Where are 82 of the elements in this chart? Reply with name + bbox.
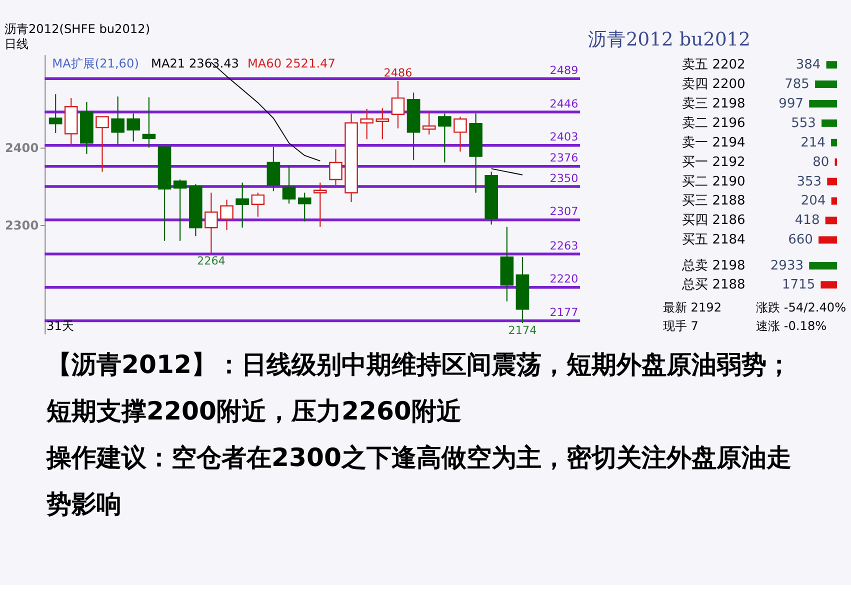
data-label: 80 — [812, 154, 830, 170]
candlestick — [96, 116, 109, 172]
candlestick — [142, 96, 156, 148]
candlestick — [422, 110, 436, 136]
candlestick — [438, 113, 452, 164]
candlestick — [391, 80, 405, 129]
ref-line-label: 2220 — [550, 272, 578, 286]
bar — [831, 197, 838, 205]
y-tick-label: 2400 — [4, 140, 39, 155]
candlestick — [376, 108, 390, 140]
ref-line-label: 2263 — [550, 239, 578, 252]
y-tick-label: 买一 2192 — [682, 154, 746, 170]
ref-line-label: 2350 — [550, 172, 578, 185]
y-tick-label: 买四 2186 — [682, 213, 746, 228]
candlestick — [329, 148, 342, 186]
bar — [809, 100, 838, 108]
ref-line-label: 2307 — [550, 205, 578, 218]
annotation: MA扩展(21,60) — [52, 56, 139, 71]
annotation: 31天 — [46, 319, 74, 334]
data-label: 553 — [791, 116, 816, 131]
data-label: 214 — [800, 135, 826, 150]
candlestick — [48, 94, 62, 134]
y-tick-label: 卖三 2198 — [682, 96, 746, 112]
candlestick — [266, 146, 280, 192]
bar — [827, 178, 838, 186]
bar — [818, 236, 838, 244]
candlestick — [173, 178, 187, 242]
candlestick — [454, 116, 467, 152]
bar — [831, 138, 838, 146]
data-label: 384 — [796, 58, 821, 73]
candlestick — [236, 182, 249, 228]
candlestick — [126, 113, 140, 142]
text: 速涨 -0.18% — [756, 319, 827, 334]
candlestick — [251, 192, 265, 218]
y-tick-label: 卖四 2200 — [682, 77, 746, 92]
data-label: 204 — [800, 194, 826, 209]
y-tick-label: 买三 2188 — [682, 194, 746, 209]
y-tick-label: 买二 2190 — [682, 174, 746, 190]
bar — [826, 61, 838, 69]
y-tick-label: 买五 2184 — [682, 232, 746, 248]
data-label: 2933 — [770, 258, 804, 274]
y-tick-label: 卖一 2194 — [682, 135, 746, 150]
ref-line-label: 2376 — [550, 152, 578, 165]
candlestick — [298, 192, 312, 222]
ref-line-label: 2446 — [550, 97, 578, 110]
y-tick-label: 卖二 2196 — [682, 116, 746, 131]
text: 现手 7 — [662, 319, 698, 334]
annotation: 2264 — [197, 254, 226, 268]
data-label: 353 — [796, 174, 822, 190]
data-label: 418 — [794, 213, 820, 228]
text: 【沥青2012】：日线级别中期维持区间震荡，短期外盘原油弱势；短期支撑2200附近，压力2260附近 — [46, 350, 792, 426]
chart-subtitle: 日线 — [4, 37, 28, 52]
bar — [825, 216, 838, 224]
candlestick — [314, 182, 327, 228]
y-tick-label: 总卖 2198 — [681, 258, 746, 274]
candlestick — [111, 96, 124, 146]
candlestick — [360, 108, 374, 140]
data-label: 997 — [778, 96, 804, 112]
text: 涨跌 -54/2.40% — [756, 300, 846, 315]
chart-title: 沥青2012(SHFE bu2012) — [4, 22, 150, 36]
text: 操作建议：空仓者在2300之下逢高做空为主，密切关注外盘原油走势影响 — [46, 443, 792, 519]
bar — [834, 158, 838, 166]
candlestick — [282, 166, 296, 204]
bar — [815, 80, 838, 88]
text: 最新 2192 — [662, 300, 722, 315]
ref-line-label: 2489 — [550, 64, 578, 78]
annotation: MA21 2363.43 — [151, 56, 239, 71]
chart-title: 沥青2012 bu2012 — [588, 29, 750, 50]
ref-line-label: 2177 — [550, 306, 578, 320]
y-tick-label: 卖五 2202 — [682, 58, 746, 73]
annotation: 2174 — [508, 324, 537, 338]
ref-line-label: 2403 — [550, 130, 578, 144]
candlestick — [220, 199, 234, 231]
candlestick — [204, 192, 218, 254]
data-label: 1715 — [782, 278, 816, 293]
y-tick-label: 总买 2188 — [681, 278, 746, 293]
y-tick-label: 2300 — [4, 218, 39, 232]
data-label: 660 — [788, 232, 813, 248]
data-label: 785 — [784, 77, 810, 92]
bar — [822, 119, 838, 127]
annotation: 2486 — [384, 66, 412, 80]
annotation: MA60 2521.47 — [247, 56, 336, 71]
